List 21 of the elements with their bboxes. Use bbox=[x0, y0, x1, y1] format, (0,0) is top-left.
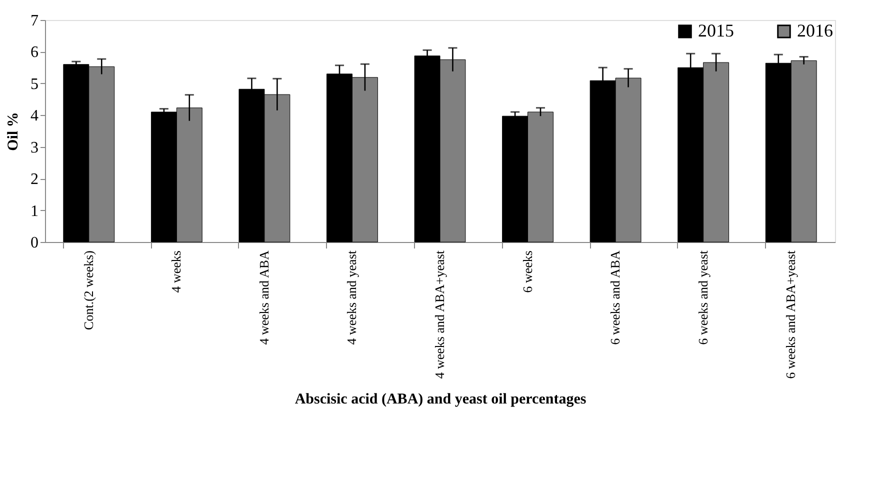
y-tick-label: 3 bbox=[30, 139, 38, 156]
y-tick-label: 5 bbox=[30, 76, 38, 93]
y-tick-label: 6 bbox=[30, 44, 38, 62]
x-tick-label: 6 weeks and ABA+yeast bbox=[783, 250, 798, 379]
x-tick-label: 4 weeks bbox=[168, 250, 184, 293]
y-axis-title: Oil % bbox=[6, 112, 22, 151]
y-tick-label: 0 bbox=[30, 234, 38, 252]
x-tick-label: 4 weeks and ABA bbox=[256, 250, 272, 345]
x-axis-title: Abscisic acid (ABA) and yeast oil percentages bbox=[294, 391, 586, 408]
y-tick-label: 2 bbox=[30, 171, 38, 188]
x-tick-label: 6 weeks bbox=[520, 250, 535, 293]
x-tick-label: 4 weeks and yeast bbox=[344, 250, 360, 345]
x-tick-label: Cont.(2 weeks) bbox=[80, 250, 96, 330]
y-tick-label: 1 bbox=[30, 202, 38, 220]
x-tick-label: 4 weeks and ABA+yeast bbox=[432, 250, 447, 379]
x-tick-label: 6 weeks and ABA bbox=[608, 250, 623, 345]
y-tick-label: 4 bbox=[30, 108, 38, 125]
legend-label: 2016 bbox=[797, 20, 833, 40]
x-tick-label: 6 weeks and yeast bbox=[695, 250, 710, 345]
legend-label: 2015 bbox=[698, 20, 734, 40]
y-tick-label: 7 bbox=[30, 12, 38, 30]
